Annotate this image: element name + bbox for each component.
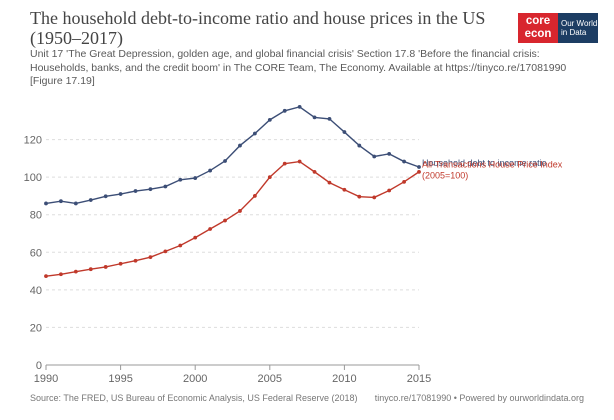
data-point-0 [163,184,168,189]
data-point-1 [238,209,242,213]
data-point-1 [387,188,392,193]
source-note: Source: The FRED, US Bureau of Economic … [30,393,358,403]
data-point-1 [223,218,227,223]
data-point-1 [252,194,257,198]
data-point-0 [178,177,183,182]
data-point-1 [103,265,108,269]
core-econ-logo-line2: econ [524,28,552,40]
data-point-1 [73,269,78,274]
data-point-1 [163,249,168,254]
credit-link[interactable]: tinyco.re/17081990 • Powered by ourworld… [374,393,584,403]
core-econ-logo-line1: core [525,15,551,27]
data-point-1 [178,243,183,248]
x-tick-label: 1990 [34,373,58,385]
data-point-0 [297,104,302,109]
data-point-0 [88,198,93,202]
data-point-1 [327,180,332,185]
data-point-0 [193,176,198,180]
data-point-1 [312,169,317,174]
y-tick-label: 20 [30,322,42,334]
data-point-0 [44,201,48,206]
data-point-0 [133,189,138,193]
data-point-0 [387,151,392,156]
y-tick-label: 60 [30,247,42,259]
x-tick-label: 2000 [183,373,207,385]
data-point-0 [148,187,153,192]
data-point-1 [193,235,198,240]
data-point-1 [267,175,272,180]
y-tick-label: 40 [30,285,42,297]
data-point-1 [372,195,377,200]
data-point-1 [342,187,347,192]
data-point-0 [402,159,406,164]
data-point-0 [327,117,332,121]
data-point-0 [342,130,347,134]
data-point-0 [372,154,377,159]
series-line-1 [45,160,420,277]
data-point-0 [267,117,272,122]
x-tick-label: 2015 [407,373,431,385]
y-tick-label: 120 [24,135,42,147]
data-point-1 [417,169,421,174]
data-point-1 [148,255,153,260]
logo[interactable]: core econ Our World in Data [518,13,598,43]
owid-logo-line1: Our World [561,18,598,28]
data-point-1 [59,272,63,277]
data-point-0 [118,192,123,196]
x-tick-label: 1995 [108,373,132,385]
data-point-1 [133,258,138,263]
x-tick-label: 2010 [332,373,356,385]
data-point-0 [59,199,63,204]
chart-title: The household debt-to-income ratio and h… [30,8,486,48]
data-point-0 [312,115,317,120]
data-point-1 [297,159,302,164]
series-label-1: (2005=100) [422,171,468,181]
data-point-0 [103,194,108,199]
data-point-1 [44,274,48,279]
data-point-0 [223,159,227,163]
series-line-0 [45,106,420,205]
y-tick-label: 80 [30,210,42,222]
data-point-0 [357,143,362,148]
data-point-0 [238,143,242,148]
data-point-0 [417,165,421,169]
data-point-1 [208,227,213,231]
data-point-1 [357,194,362,199]
owid-logo-line2: in Data [561,28,587,37]
owid-logo: Our World in Data [558,13,598,43]
x-tick-label: 2005 [258,373,282,385]
data-point-0 [208,168,213,173]
data-point-0 [73,201,78,206]
data-point-1 [118,261,123,266]
data-point-0 [252,131,257,136]
core-econ-logo: core econ [518,13,558,43]
y-tick-label: 100 [24,172,42,184]
data-point-0 [282,108,287,113]
data-point-1 [402,179,406,184]
series-label-1: All-Transactions House Price Index [422,160,563,170]
chart-subtitle: Unit 17 'The Great Depression, golden ag… [30,48,567,87]
data-point-1 [88,267,93,272]
y-tick-label: 0 [36,360,42,372]
series-label-0: Household debt to income ratio [422,158,547,168]
data-point-1 [282,161,287,166]
